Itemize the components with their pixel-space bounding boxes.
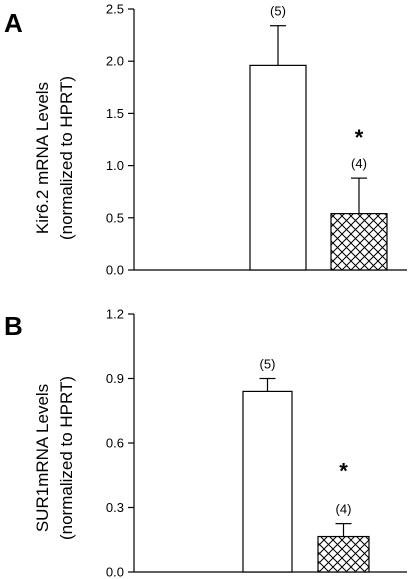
panel-a-bar: [330, 213, 388, 271]
panel-b-significance-marker: *: [339, 459, 348, 484]
panel-b-n-label: (4): [336, 502, 352, 517]
panel-a-label: A: [4, 8, 23, 38]
panel-b-bar: [317, 535, 370, 573]
panel-b-ylabel-line2: (normalized to HPRT): [57, 376, 76, 540]
panel-b-ylabel-line1: SUR1mRNA Levels: [33, 384, 52, 532]
panel-b-ytick-label: 0.6: [106, 436, 124, 451]
panel-a-ytick-label: 2.5: [106, 2, 124, 17]
panel-a-ytick-label: 2.0: [106, 54, 124, 69]
panel-b-n-label: (5): [260, 357, 276, 372]
panel-b-ytick-label: 0.0: [106, 565, 124, 579]
panel-a-ytick-label: 0.0: [106, 263, 124, 278]
panel-a-ytick-label: 1.0: [106, 158, 124, 173]
panel-a-significance-marker: *: [355, 125, 364, 150]
panel-b-ytick-label: 1.2: [106, 307, 124, 322]
panel-b-ytick-label: 0.9: [106, 371, 124, 386]
panel-a-ylabel-line1: Kir6.2 mRNA Levels: [33, 82, 52, 234]
panel-a-ytick-label: 1.5: [106, 106, 124, 121]
panel-a-ytick-label: 0.5: [106, 210, 124, 225]
panel-b-bar: [242, 390, 293, 573]
panel-b-ytick-label: 0.3: [106, 500, 124, 515]
panel-a-n-label: (5): [270, 4, 286, 19]
panel-a-bar: [249, 64, 307, 271]
panel-a-ylabel-line2: (normalized to HPRT): [57, 76, 76, 240]
panel-a-n-label: (4): [351, 156, 367, 171]
panel-b-label: B: [4, 311, 23, 341]
